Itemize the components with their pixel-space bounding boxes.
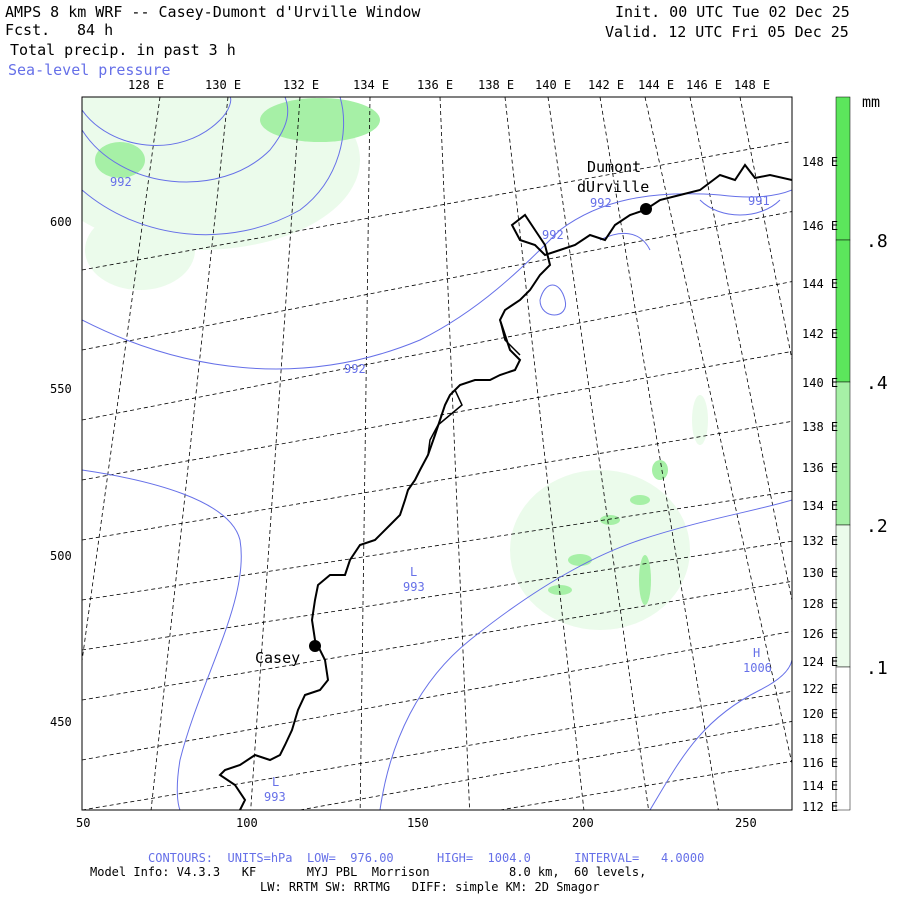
legend-level: .8 — [866, 231, 888, 252]
pressure-label: 992 — [590, 196, 612, 210]
pressure-low-label: L — [410, 565, 418, 579]
pressure-label: 993 — [264, 790, 286, 804]
y-tick: 550 — [50, 382, 72, 396]
lon-label: 132 E — [283, 78, 320, 92]
lon-label: 128 E — [802, 597, 839, 611]
lon-label: 138 E — [478, 78, 515, 92]
station-dot-dumont — [640, 203, 652, 215]
lon-label: 136 E — [802, 461, 839, 475]
lon-label: 148 E — [802, 155, 839, 169]
station-label-casey: Casey — [255, 649, 301, 667]
lon-label: 112 E — [802, 800, 839, 814]
lon-label: 138 E — [802, 420, 839, 434]
lon-label: 130 E — [205, 78, 242, 92]
lon-label: 118 E — [802, 732, 839, 746]
station-label-dumont: Dumont — [587, 158, 642, 176]
forecast-label: Fcst. — [5, 21, 51, 39]
lon-label: 140 E — [535, 78, 572, 92]
station-label-dumont-2: dUrville — [577, 178, 650, 196]
lon-label: 142 E — [802, 327, 839, 341]
lon-label: 142 E — [588, 78, 625, 92]
coastline-inland — [427, 319, 521, 456]
lon-label: 144 E — [638, 78, 675, 92]
station-dot-casey — [309, 640, 321, 652]
lon-label: 146 E — [802, 219, 839, 233]
pressure-label: 991 — [748, 194, 770, 208]
x-tick: 250 — [735, 816, 757, 830]
precip-shading — [82, 97, 708, 630]
lon-label: 120 E — [802, 707, 839, 721]
pressure-label: 992 — [344, 362, 366, 376]
pressure-contours — [82, 97, 792, 810]
lon-label: 146 E — [686, 78, 723, 92]
lon-label: 132 E — [802, 534, 839, 548]
pressure-high-label: H — [753, 646, 761, 660]
contour-info: CONTOURS: UNITS=hPa LOW= 976.00 HIGH= 10… — [148, 851, 705, 865]
legend-bar — [835, 96, 851, 811]
x-tick: 200 — [572, 816, 594, 830]
y-tick: 600 — [50, 215, 72, 229]
legend-level: .2 — [866, 516, 888, 537]
valid-time: Valid. 12 UTC Fri 05 Dec 25 — [605, 23, 849, 41]
legend-unit: mm — [862, 93, 881, 111]
model-info: Model Info: V4.3.3 KF MYJ PBL Morrison 8… — [90, 865, 647, 879]
lon-label: 136 E — [417, 78, 454, 92]
x-tick: 150 — [407, 816, 429, 830]
lon-label: 144 E — [802, 277, 839, 291]
field-label: Total precip. in past 3 h — [10, 41, 236, 59]
lon-label: 126 E — [802, 627, 839, 641]
pressure-label: 993 — [403, 580, 425, 594]
overlay-label: Sea-level pressure — [8, 61, 171, 79]
lon-label: 148 E — [734, 78, 771, 92]
legend-level: .4 — [866, 373, 888, 394]
x-tick: 100 — [236, 816, 258, 830]
x-tick: 50 — [76, 816, 91, 830]
legend-level: .1 — [866, 658, 888, 679]
pressure-label: 1006 — [743, 661, 772, 675]
lon-label: 122 E — [802, 682, 839, 696]
lon-label: 140 E — [802, 376, 839, 390]
lon-label: 116 E — [802, 756, 839, 770]
pressure-low-label: L — [272, 775, 280, 789]
y-tick: 500 — [50, 549, 72, 563]
graticule — [82, 97, 792, 810]
forecast-value: 84 h — [77, 21, 114, 39]
init-time: Init. 00 UTC Tue 02 Dec 25 — [615, 3, 850, 21]
lon-label: 124 E — [802, 655, 839, 669]
plot-frame — [81, 96, 793, 811]
coastline — [218, 163, 792, 810]
lon-label: 114 E — [802, 779, 839, 793]
lon-label: 130 E — [802, 566, 839, 580]
lon-label: 134 E — [353, 78, 390, 92]
map-title: AMPS 8 km WRF -- Casey-Dumont d'Urville … — [5, 3, 421, 21]
pressure-label: 992 — [542, 228, 564, 242]
pressure-label: 992 — [110, 175, 132, 189]
lon-label: 134 E — [802, 499, 839, 513]
physics-info: LW: RRTM SW: RRTMG DIFF: simple KM: 2D S… — [260, 880, 600, 894]
lon-label: 128 E — [128, 78, 165, 92]
y-tick: 450 — [50, 715, 72, 729]
